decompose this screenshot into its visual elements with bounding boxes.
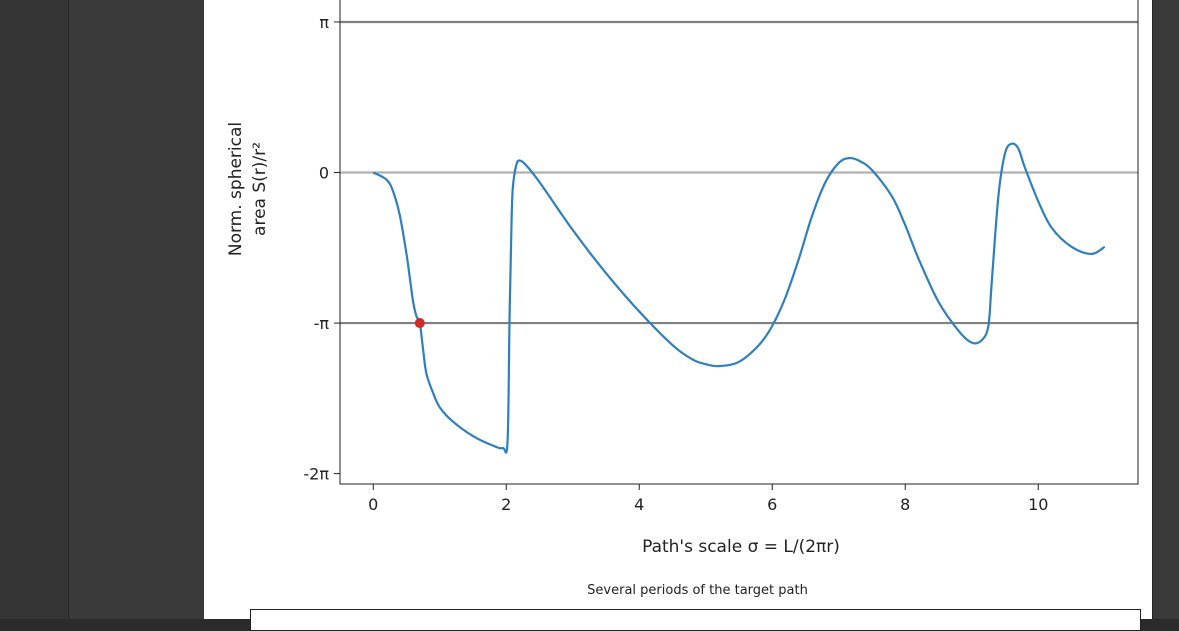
y-tick-label: 0: [319, 164, 329, 183]
highlight-marker: [414, 318, 425, 329]
notebook-output-area: 0 2 4 6 8 10 π 0 -π -2π Path's scale σ = L/(2πr)…: [204, 0, 1152, 631]
plot-frame: [339, 0, 1139, 485]
y-tick-label: -π: [314, 314, 330, 333]
right-scrollbar-panel[interactable]: [1152, 0, 1179, 619]
x-tick-label: 10: [1028, 495, 1048, 514]
x-tick-label: 2: [501, 495, 511, 514]
y-tick-label: π: [319, 13, 329, 32]
x-axis-label: Path's scale σ = L/(2πr): [642, 537, 840, 557]
next-figure-caption: Several periods of the target path: [587, 583, 808, 598]
reference-lines: [340, 20, 1138, 325]
x-tick-label: 4: [634, 495, 644, 514]
next-figure-frame: [250, 609, 1141, 631]
y-axis-label-line-1: Norm. spherical: [226, 122, 246, 256]
y-tick-label: -2π: [303, 465, 329, 484]
x-tick-label: 6: [767, 495, 777, 514]
left-gutter-panel: [69, 0, 204, 619]
y-axis-label-line-2: area S(r)/r²: [250, 142, 270, 236]
y-axis: π 0 -π -2π: [303, 13, 340, 484]
area-vs-scale-chart: 0 2 4 6 8 10 π 0 -π -2π Path's scale σ = L/(2πr)…: [226, 0, 1139, 557]
series-line: [372, 142, 1106, 454]
x-tick-label: 0: [368, 495, 378, 514]
x-axis: 0 2 4 6 8 10: [368, 484, 1048, 514]
x-tick-label: 8: [900, 495, 910, 514]
left-sidebar-rail: [0, 0, 69, 619]
